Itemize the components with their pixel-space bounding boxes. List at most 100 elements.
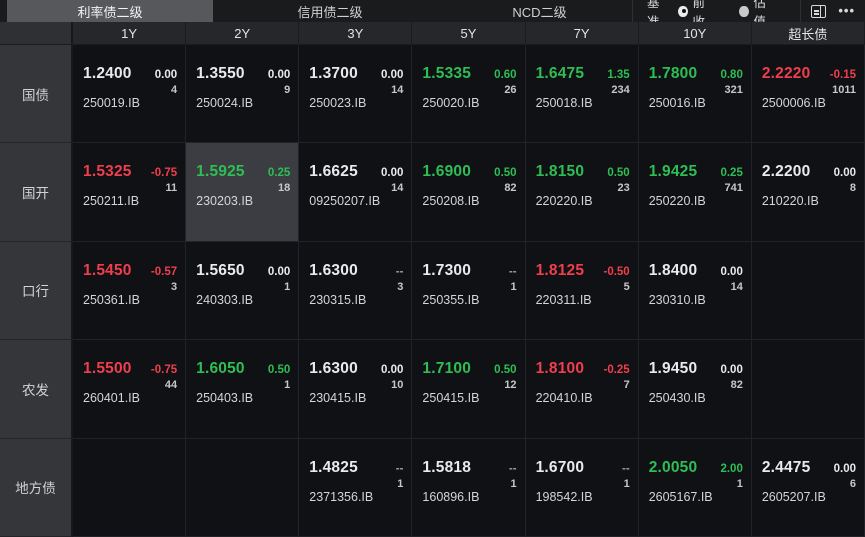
yield-value: 1.5500	[83, 360, 132, 378]
quote-line: 1.6050 0.50	[196, 360, 290, 378]
count-line: 6	[762, 478, 856, 490]
quote-cell[interactable]	[751, 340, 865, 439]
count-line: 7	[536, 379, 630, 391]
trade-count: 10	[391, 379, 404, 392]
quote-cell[interactable]: 1.6625 0.00 14 09250207.IB	[299, 143, 413, 242]
code-line: 250430.IB	[649, 391, 743, 405]
quote-cell[interactable]: 1.5335 0.60 26 250020.IB	[412, 45, 526, 144]
quote-cell[interactable]: 1.3700 0.00 14 250023.IB	[299, 45, 413, 144]
yield-value: 1.5925	[196, 163, 245, 181]
bond-code: 230310.IB	[648, 292, 706, 307]
quote-line: 1.6300 0.00	[309, 360, 403, 378]
change-value: 0.00	[720, 364, 743, 377]
quote-line: 1.9425 0.25	[649, 163, 743, 181]
quote-cell[interactable]: 1.5325 -0.75 11 250211.IB	[73, 143, 187, 242]
code-line: 230315.IB	[309, 293, 403, 307]
yield-value: 1.7800	[648, 65, 698, 82]
quote-cell[interactable]: 2.2220 -0.15 1011 2500006.IB	[751, 45, 865, 144]
quote-cell[interactable]	[186, 438, 300, 537]
col-header-10y: 10Y	[638, 22, 752, 45]
trade-count: 14	[391, 182, 404, 195]
quote-cell[interactable]: 1.6300 -- 3 230315.IB	[299, 241, 413, 341]
quote-cell[interactable]	[751, 241, 865, 341]
quote-cell[interactable]: 1.7100 0.50 12 250415.IB	[412, 340, 526, 439]
quote-cell[interactable]: 2.2200 0.00 8 210220.IB	[751, 143, 865, 242]
quote-cell[interactable]: 1.8150 0.50 23 220220.IB	[525, 143, 639, 242]
code-line: 210220.IB	[762, 194, 856, 208]
quote-cell[interactable]: 1.6050 0.50 1 250403.IB	[186, 340, 300, 439]
yield-value: 1.4825	[309, 458, 358, 476]
tab-credit-secondary[interactable]: 信用债二级	[297, 4, 363, 20]
quote-cell[interactable]: 2.0050 2.00 1 2605167.IB	[638, 438, 752, 537]
change-value: 0.50	[494, 167, 517, 180]
code-line: 250019.IB	[83, 96, 177, 110]
change-value: -0.50	[603, 265, 630, 278]
quote-cell[interactable]: 1.5925 0.25 18 230203.IB	[186, 143, 300, 242]
yield-value: 1.5335	[422, 65, 472, 82]
quote-cell[interactable]: 1.7800 0.80 321 250016.IB	[638, 45, 752, 144]
quote-cell[interactable]: 1.5450 -0.57 3 250361.IB	[73, 241, 187, 341]
col-header-ultra-long: 超长债	[751, 22, 865, 45]
quote-cell[interactable]: 1.6900 0.50 82 250208.IB	[412, 143, 526, 242]
quote-cell[interactable]: 1.6300 0.00 10 230415.IB	[299, 340, 413, 439]
count-line: 321	[649, 84, 742, 96]
quote-cell[interactable]: 1.8400 0.00 14 230310.IB	[638, 241, 752, 341]
bond-code: 250220.IB	[648, 194, 706, 209]
bond-code: 160896.IB	[422, 489, 480, 504]
more-icon[interactable]: •••	[838, 3, 855, 18]
tab-rates-secondary[interactable]: 利率债二级	[7, 0, 213, 22]
bond-code: 2500006.IB	[761, 96, 826, 110]
code-line: 220220.IB	[536, 194, 630, 208]
yield-value: 1.9425	[648, 163, 698, 181]
layout-icon[interactable]	[811, 4, 827, 18]
trade-count: 11	[165, 182, 178, 195]
yield-value: 1.3700	[309, 65, 358, 82]
change-value: -0.57	[150, 265, 178, 278]
trade-count: 1	[284, 280, 291, 293]
change-value: 0.00	[267, 265, 291, 278]
quote-cell[interactable]: 1.3550 0.00 9 250024.IB	[186, 45, 300, 144]
yield-value: 1.6700	[535, 458, 585, 476]
bond-code: 250355.IB	[422, 292, 480, 307]
quote-cell[interactable]: 1.5650 0.00 1 240303.IB	[186, 241, 300, 341]
bond-code: 250018.IB	[535, 96, 593, 110]
count-line: 234	[536, 84, 629, 96]
yield-value: 1.5650	[196, 261, 245, 279]
quote-cell[interactable]: 1.5818 -- 1 160896.IB	[412, 438, 526, 537]
quote-cell[interactable]: 1.4825 -- 1 2371356.IB	[299, 438, 413, 537]
code-line: 250211.IB	[83, 194, 177, 208]
tab-ncd-secondary[interactable]: NCD二级	[512, 4, 567, 20]
quote-cell[interactable]: 1.6475 1.35 234 250018.IB	[525, 45, 639, 144]
quote-cell[interactable]: 2.4475 0.00 6 2605207.IB	[751, 438, 865, 537]
quote-cell[interactable]: 1.7300 -- 1 250355.IB	[412, 241, 526, 341]
count-line: 82	[649, 379, 743, 391]
quote-cell[interactable]: 1.8100 -0.25 7 220410.IB	[525, 340, 639, 439]
quote-cell[interactable]: 1.5500 -0.75 44 260401.IB	[73, 340, 187, 439]
quote-cell[interactable]: 1.8125 -0.50 5 220311.IB	[525, 241, 639, 341]
change-value: 0.00	[381, 69, 404, 81]
quote-cell[interactable]: 1.2400 0.00 4 250019.IB	[73, 45, 187, 144]
bond-code: 220311.IB	[535, 292, 592, 307]
quote-line: 1.3700 0.00	[309, 65, 403, 83]
quote-line: 1.2400 0.00	[83, 65, 177, 83]
change-value: 1.35	[607, 69, 630, 81]
yield-value: 1.9450	[648, 360, 698, 378]
change-value: 0.25	[267, 167, 291, 180]
quote-cell[interactable]	[73, 438, 187, 537]
yield-value: 1.7100	[422, 360, 472, 378]
yield-value: 1.8150	[535, 163, 585, 181]
yield-value: 1.8125	[535, 261, 585, 279]
count-line: 741	[649, 182, 742, 194]
quote-cell[interactable]: 1.6700 -- 1 198542.IB	[525, 438, 639, 537]
trade-count: 14	[730, 280, 743, 293]
quote-line: 2.2220 -0.15	[762, 65, 856, 83]
row-label: 农发	[0, 340, 73, 439]
yield-value: 1.2400	[83, 65, 132, 82]
code-line: 2371356.IB	[309, 490, 403, 504]
code-line: 2605207.IB	[762, 490, 856, 504]
quote-line: 1.6700 --	[536, 459, 630, 477]
quote-cell[interactable]: 1.9450 0.00 82 250430.IB	[638, 340, 752, 439]
count-line: 82	[422, 182, 516, 194]
code-line: 250024.IB	[196, 96, 290, 110]
quote-cell[interactable]: 1.9425 0.25 741 250220.IB	[638, 143, 752, 242]
